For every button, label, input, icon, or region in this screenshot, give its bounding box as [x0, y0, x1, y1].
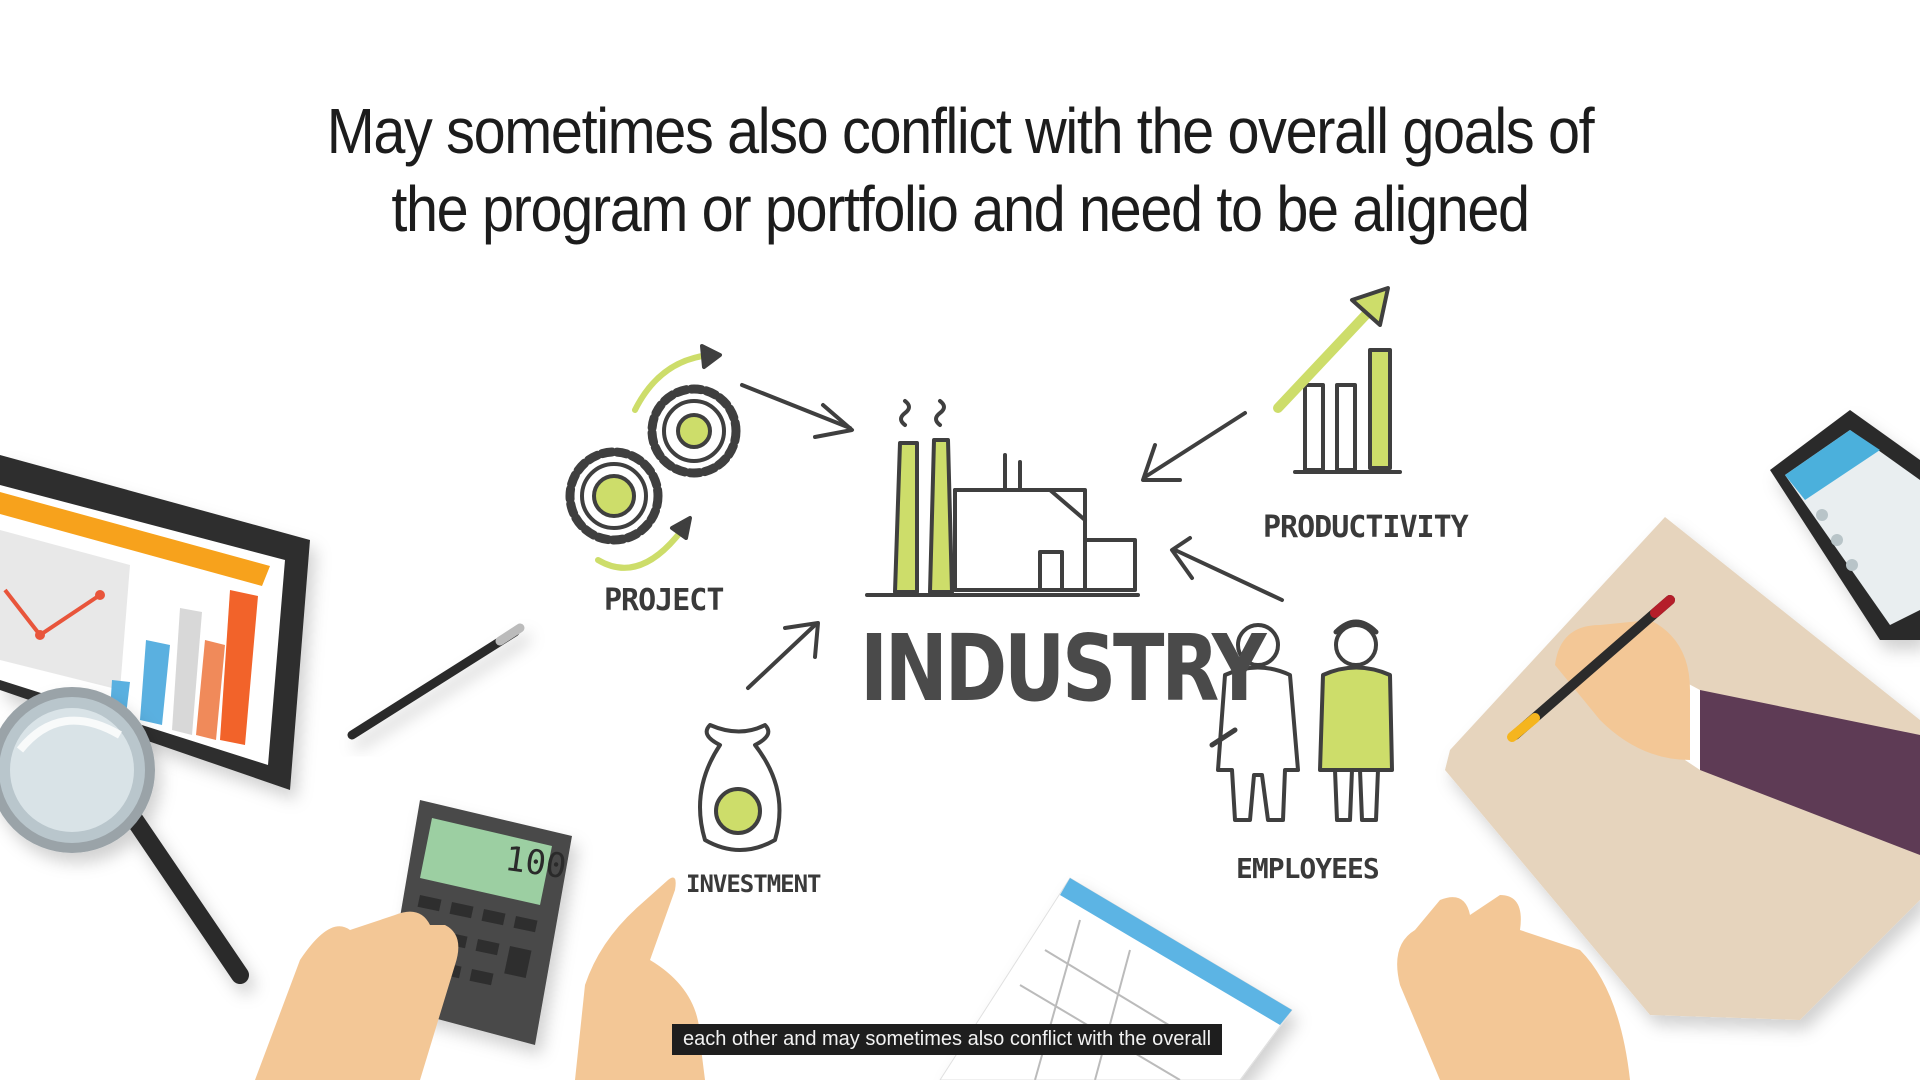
pen-icon	[347, 623, 525, 740]
industry-label: INDUSTRY	[860, 615, 1267, 722]
productivity-label: PRODUCTIVITY	[1263, 510, 1469, 545]
slide-heading: May sometimes also conflict with the ove…	[0, 92, 1920, 248]
writing-hand	[1507, 595, 1920, 855]
subtitle-caption: each other and may sometimes also confli…	[672, 1024, 1223, 1055]
calculator-display: 100	[502, 838, 569, 888]
gears-icon	[565, 344, 741, 571]
arrow-icon	[740, 383, 1284, 690]
phone-icon	[1770, 410, 1920, 640]
employees-label: EMPLOYEES	[1236, 852, 1380, 885]
project-label: PROJECT	[604, 583, 724, 618]
right-hand	[1397, 895, 1630, 1080]
factory-icon	[865, 399, 1140, 597]
growth-chart-icon	[1273, 286, 1402, 474]
calculator-icon	[385, 800, 572, 1045]
investment-label: INVESTMENT	[686, 870, 821, 898]
magnifier-icon	[0, 687, 249, 984]
money-bag-icon	[698, 723, 782, 852]
heading-line-2: the program or portfolio and need to be …	[391, 173, 1530, 245]
heading-line-1: May sometimes also conflict with the ove…	[326, 95, 1595, 167]
workers-icon	[1209, 619, 1394, 822]
